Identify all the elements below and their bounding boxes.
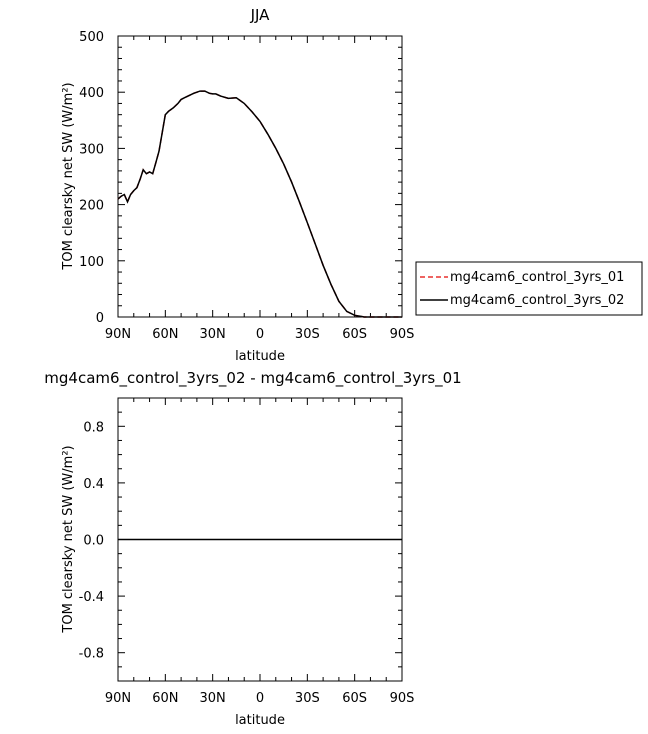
- x-tick-label: 60N: [152, 691, 178, 706]
- series-lines: [117, 90, 402, 318]
- axis-ticks: 90N 60N 30N 0 30S 60S 90S 0 100 200 300 400 500: [79, 30, 414, 342]
- y-tick-label: -0.8: [79, 647, 104, 662]
- x-tick-label: 90N: [105, 691, 131, 706]
- y-tick-label: 0.0: [83, 534, 104, 549]
- y-axis-label: TOM clearsky net SW (W/m²): [61, 82, 76, 270]
- plot-frame: [117, 35, 403, 318]
- x-tick-label: 0: [256, 691, 264, 706]
- y-tick-label: 200: [79, 199, 104, 214]
- x-tick-label: 90S: [390, 691, 415, 706]
- x-tick-label: 90N: [105, 327, 131, 342]
- y-tick-label: 0.8: [83, 420, 104, 435]
- legend-box: [415, 261, 643, 316]
- x-tick-label: 30N: [200, 327, 226, 342]
- x-tick-label: 60S: [342, 691, 367, 706]
- chart-title: JJA: [250, 6, 271, 24]
- y-tick-label: 400: [79, 86, 104, 101]
- x-axis-label: latitude: [235, 349, 285, 364]
- x-tick-label: 30N: [200, 691, 226, 706]
- series-line-1: [117, 90, 402, 318]
- x-tick-label: 30S: [295, 327, 320, 342]
- panel-mean: JJA 90N 60N 30N 0 30S 60S 90S0100200300400500 …: [61, 6, 643, 364]
- y-tick-label: 100: [79, 255, 104, 270]
- x-axis-label: latitude: [235, 713, 285, 728]
- y-tick-label: 0.4: [83, 477, 104, 492]
- x-tick-label: 60N: [152, 327, 178, 342]
- y-tick-label: 300: [79, 142, 104, 157]
- x-tick-label: 30S: [295, 691, 320, 706]
- legend-label-series-2: mg4cam6_control_3yrs_02: [450, 293, 624, 308]
- x-tick-label: 60S: [342, 327, 367, 342]
- series-line-2: [117, 90, 402, 318]
- y-tick-label: -0.4: [79, 590, 104, 605]
- x-tick-label: 0: [256, 327, 264, 342]
- difference-title: mg4cam6_control_3yrs_02 - mg4cam6_contro…: [44, 369, 461, 388]
- y-axis-label: TOM clearsky net SW (W/m²): [61, 445, 76, 633]
- y-tick-label: 0: [96, 311, 104, 326]
- y-tick-label: 500: [79, 30, 104, 45]
- legend-label-series-1: mg4cam6_control_3yrs_01: [450, 270, 624, 285]
- axis-ticks: 90N 60N 30N 0 30S 60S 90S 0.8 0.4 0.0 -0.4 -0.8: [79, 397, 415, 706]
- legend: mg4cam6_control_3yrs_01 mg4cam6_control_…: [415, 261, 643, 316]
- x-tick-label: 90S: [390, 327, 415, 342]
- panel-difference: mg4cam6_control_3yrs_02 - mg4cam6_contro…: [44, 369, 461, 728]
